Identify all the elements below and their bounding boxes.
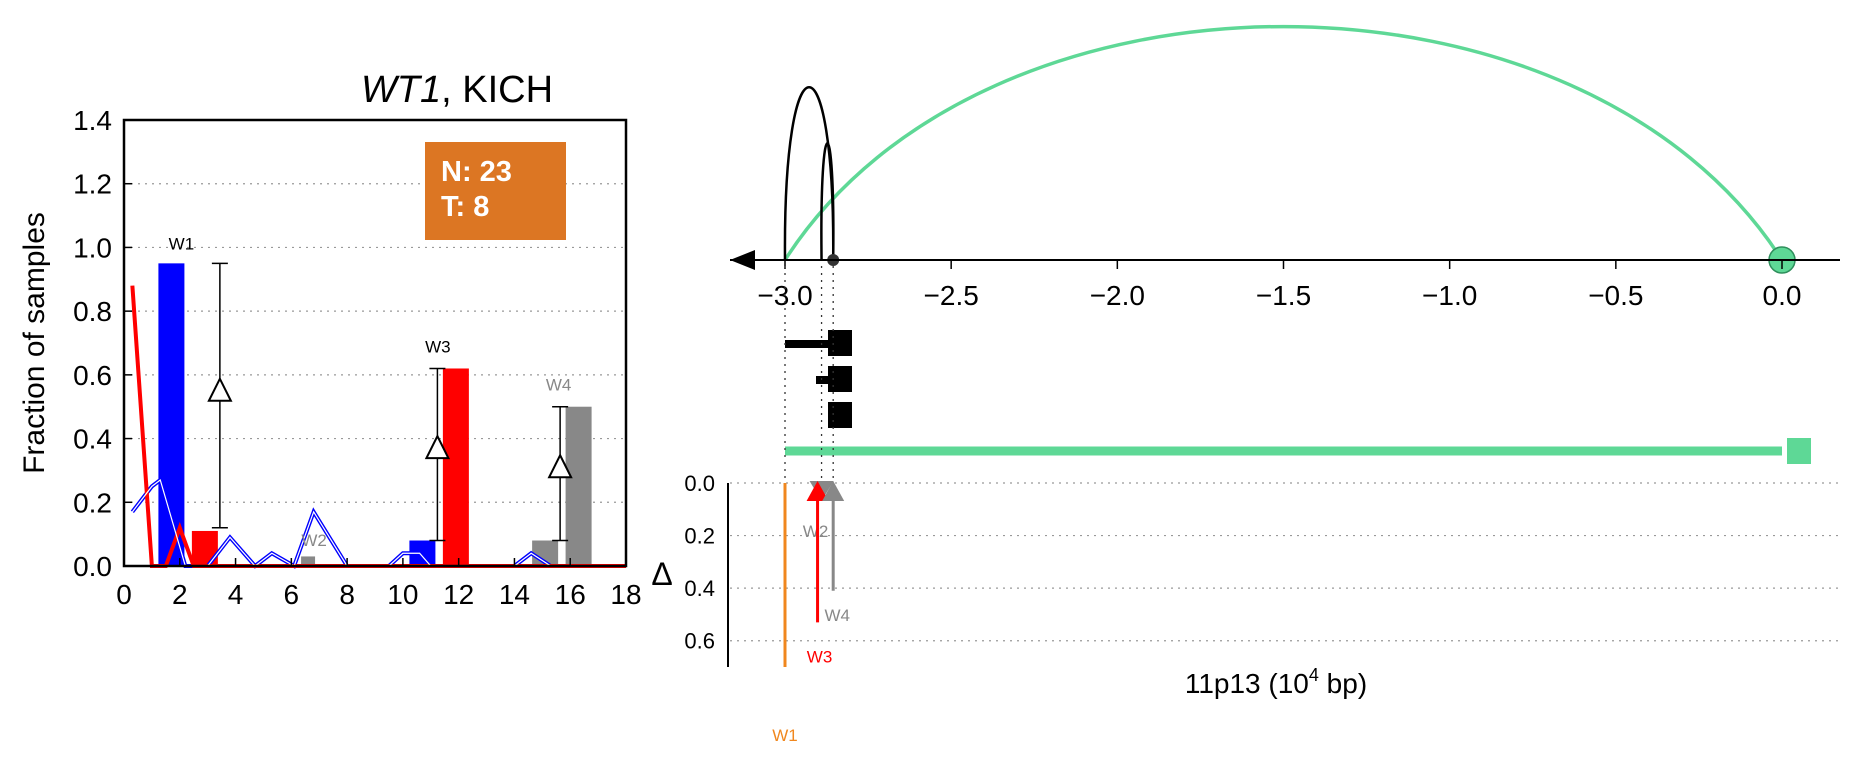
delta-triangle	[424, 433, 451, 460]
delta-window-label: W3	[807, 647, 833, 666]
tumor-count-label: T: 8	[441, 191, 489, 223]
delta-y-tick-label: 0.0	[684, 471, 715, 496]
x-tick-label: 2	[172, 579, 188, 610]
x-tick-label: 18	[610, 579, 641, 610]
delta-marker-icon	[806, 481, 829, 501]
delta-window-label: W1	[772, 726, 798, 745]
sample-count-box	[425, 142, 566, 240]
x-tick-label: 6	[284, 579, 300, 610]
local-arc	[783, 86, 835, 261]
x-tick-label: 14	[499, 579, 530, 610]
histogram-marks: W1 W2 W3 W4	[130, 234, 626, 569]
exon-block	[828, 330, 852, 356]
delta-window-label: W2	[803, 522, 829, 541]
genomic-x-tick-label: −2.5	[924, 280, 979, 311]
chart-title: WT1, KICH	[361, 69, 553, 111]
window-label: W2	[301, 531, 327, 550]
title-rest: , KICH	[441, 69, 553, 111]
delta-panel: 0.0 0.2 0.4 0.6 Δ W1 W2 W3 W4	[651, 266, 1840, 745]
x-tick-label: 12	[443, 579, 474, 610]
tumor-bar	[442, 368, 469, 566]
y-tick-label: 0.8	[73, 296, 112, 327]
y-axis-label: Fraction of samples	[18, 212, 51, 474]
y-tick-label: 1.2	[73, 169, 112, 200]
y-tick-label: 0.2	[73, 487, 112, 518]
normal-count-label: N: 23	[441, 156, 512, 188]
window-label: W3	[425, 337, 451, 356]
genomic-x-tick-label: −1.0	[1422, 280, 1477, 311]
xlabel-superscript: 4	[1309, 665, 1319, 685]
delta-y-tick-label: 0.6	[684, 629, 715, 654]
x-ticks: 0 2 4 6 8 10 12 14 16 18	[116, 558, 642, 610]
exon-track-line	[785, 340, 834, 348]
plot-frame	[122, 118, 628, 568]
tumor-density-curve	[130, 285, 626, 568]
main-arc	[783, 25, 1784, 261]
x-tick-label: 16	[555, 579, 586, 610]
tumor-bar	[301, 556, 316, 566]
fraction-histogram-panel: WT1, KICH W1 W2 W3 W4 0.0 0.2 0.4 0.6 0.8 1.0 1.2…	[18, 69, 642, 610]
y-tick-label: 1.4	[73, 105, 112, 136]
delta-triangle	[207, 376, 233, 402]
window-label: W1	[169, 234, 195, 253]
tumor-bar	[565, 406, 592, 566]
genomic-x-tick-label: 0.0	[1763, 280, 1802, 311]
delta-triangle	[547, 453, 573, 479]
title-gene: WT1	[361, 69, 441, 111]
x-tick-label: 8	[339, 579, 355, 610]
x-tick-label: 4	[228, 579, 244, 610]
window-label: W4	[546, 376, 572, 395]
exon-block	[828, 366, 852, 392]
gene-model-end	[1787, 438, 1811, 464]
local-arc	[820, 142, 835, 261]
y-tick-label: 0.4	[73, 424, 112, 455]
strand-arrow-icon	[730, 250, 755, 270]
gene-models	[785, 330, 1811, 464]
x-tick-label: 10	[387, 579, 418, 610]
delta-y-tick-label: 0.4	[684, 576, 715, 601]
genomic-x-tick-label: −2.0	[1090, 280, 1145, 311]
x-tick-label: 0	[116, 579, 132, 610]
delta-marker-icon	[822, 481, 845, 501]
y-ticks: 0.0 0.2 0.4 0.6 0.8 1.0 1.2 1.4	[73, 105, 132, 582]
delta-axis-label: Δ	[651, 556, 672, 592]
xlabel-tail: bp)	[1319, 668, 1367, 699]
xlabel-main: 11p13 (10	[1185, 668, 1309, 699]
genomic-x-tick-label: −0.5	[1588, 280, 1643, 311]
arc-diagram	[783, 25, 1796, 274]
genomic-x-axis-label: 11p13 (104 bp)	[1185, 665, 1367, 699]
y-tick-label: 1.0	[73, 232, 112, 263]
genomic-arc-panel: −3.0 −2.5 −2.0 −1.5 −1.0 −0.5 0.0 0.00.20.40.6…	[651, 25, 1840, 745]
delta-window-label: W4	[824, 606, 850, 625]
genomic-x-tick-label: −1.5	[1256, 280, 1311, 311]
exon-track-line	[816, 376, 830, 384]
delta-y-tick-label: 0.2	[684, 524, 715, 549]
y-tick-label: 0.6	[73, 360, 112, 391]
y-tick-label: 0.0	[73, 551, 112, 582]
exon-block	[828, 402, 852, 428]
genomic-axis: −3.0 −2.5 −2.0 −1.5 −1.0 −0.5 0.0	[730, 250, 1840, 311]
